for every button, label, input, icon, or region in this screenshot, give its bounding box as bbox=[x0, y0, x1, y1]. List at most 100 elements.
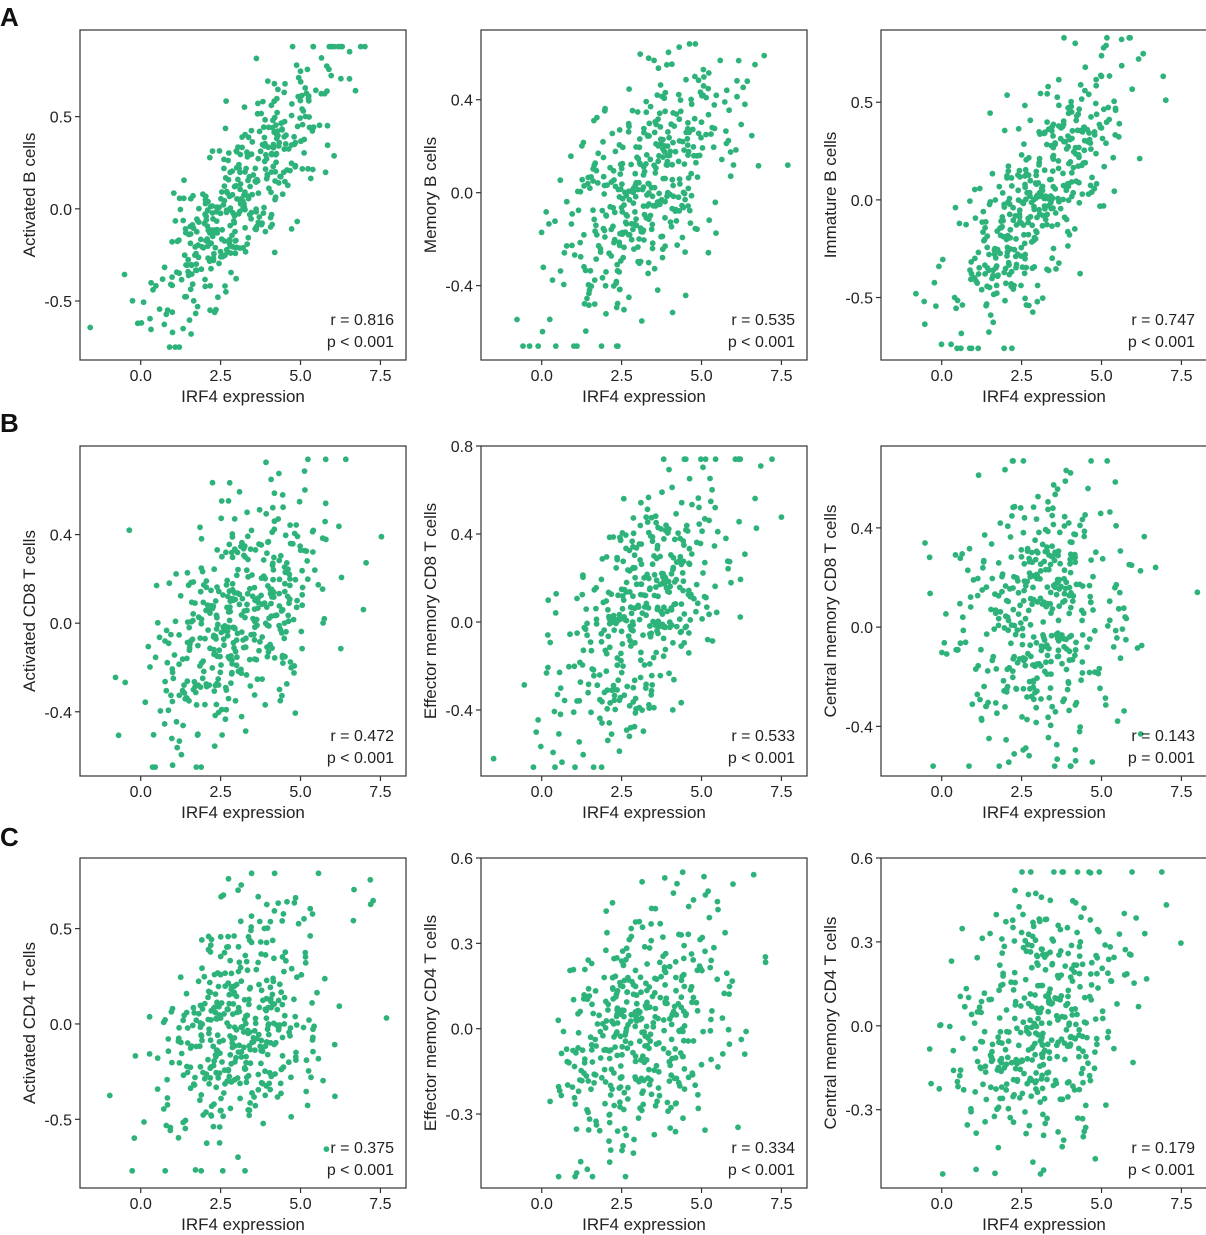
scatter-point bbox=[181, 690, 188, 696]
scatter-point bbox=[222, 252, 228, 259]
scatter-point bbox=[982, 1069, 989, 1075]
scatter-point bbox=[1106, 617, 1113, 624]
scatter-point bbox=[1075, 163, 1082, 170]
scatter-point bbox=[303, 90, 310, 97]
scatter-point bbox=[315, 581, 322, 588]
scatter-point bbox=[213, 204, 220, 211]
scatter-point bbox=[712, 456, 719, 463]
scatter-point bbox=[1076, 1026, 1083, 1033]
scatter-point bbox=[617, 1075, 624, 1081]
scatter-point bbox=[993, 911, 1000, 918]
scatter-point bbox=[306, 124, 313, 131]
scatter-point bbox=[1011, 751, 1018, 757]
scatter-point bbox=[712, 199, 719, 206]
scatter-point bbox=[629, 538, 636, 545]
scatter-point bbox=[1024, 694, 1030, 700]
scatter-point bbox=[252, 1020, 259, 1027]
scatter-point bbox=[278, 120, 285, 127]
scatter-point bbox=[164, 659, 171, 666]
scatter-point bbox=[1042, 526, 1049, 533]
scatter-point bbox=[639, 924, 646, 931]
scatter-point bbox=[662, 998, 669, 1005]
scatter-point bbox=[653, 584, 659, 590]
scatter-point bbox=[221, 642, 227, 649]
scatter-point bbox=[326, 43, 333, 50]
scatter-point bbox=[1027, 642, 1034, 649]
scatter-point bbox=[579, 143, 585, 149]
p-value: p < 0.001 bbox=[327, 750, 394, 767]
y-tick-label: 0.6 bbox=[451, 851, 473, 868]
scatter-point bbox=[665, 129, 671, 135]
scatter-point bbox=[726, 107, 732, 114]
scatter-point bbox=[585, 985, 592, 992]
scatter-point bbox=[287, 522, 293, 528]
y-tick-label: 0.4 bbox=[50, 528, 72, 545]
scatter-point bbox=[693, 159, 699, 166]
scatter-point bbox=[1062, 963, 1069, 969]
scatter-point bbox=[709, 1008, 715, 1014]
x-tick-label: 5.0 bbox=[289, 784, 311, 801]
scatter-point bbox=[983, 584, 990, 590]
scatter-point bbox=[1021, 578, 1028, 584]
scatter-point bbox=[172, 344, 179, 350]
scatter-point bbox=[657, 920, 664, 927]
y-axis-label: Immature B cells bbox=[821, 132, 840, 259]
scatter-point bbox=[575, 1010, 581, 1017]
scatter-point bbox=[597, 1055, 604, 1061]
scatter-point bbox=[248, 913, 255, 919]
scatter-point bbox=[973, 1130, 980, 1136]
scatter-point bbox=[220, 592, 226, 598]
scatter-point bbox=[1077, 983, 1083, 990]
scatter-point bbox=[255, 190, 262, 197]
scatter-point bbox=[218, 1107, 224, 1114]
scatter-point bbox=[978, 646, 984, 653]
scatter-point bbox=[686, 475, 693, 482]
scatter-point bbox=[311, 567, 318, 573]
scatter-point bbox=[350, 917, 357, 924]
scatter-point bbox=[987, 930, 993, 937]
scatter-point bbox=[1050, 245, 1057, 252]
scatter-point bbox=[636, 918, 643, 925]
scatter-point bbox=[250, 1034, 257, 1041]
y-tick-label: -0.4 bbox=[445, 279, 473, 296]
scatter-point bbox=[626, 936, 633, 943]
scatter-point bbox=[557, 711, 564, 718]
scatter-point bbox=[1051, 869, 1057, 875]
scatter-point bbox=[612, 706, 619, 713]
scatter-point bbox=[642, 685, 649, 691]
scatter-point bbox=[983, 703, 990, 710]
scatter-point bbox=[169, 1005, 176, 1012]
scatter-point bbox=[226, 588, 233, 595]
scatter-point bbox=[331, 1041, 338, 1048]
scatter-point bbox=[227, 1051, 234, 1058]
scatter-point bbox=[587, 639, 594, 645]
scatter-point bbox=[615, 343, 621, 349]
scatter-point bbox=[299, 567, 305, 574]
scatter-point bbox=[232, 228, 238, 235]
scatter-point bbox=[1090, 607, 1096, 613]
scatter-point bbox=[180, 325, 187, 332]
scatter-point bbox=[650, 202, 657, 209]
scatter-point bbox=[1053, 266, 1059, 272]
scatter-point bbox=[637, 1105, 643, 1112]
scatter-point bbox=[1019, 1057, 1025, 1063]
scatter-point bbox=[307, 905, 314, 912]
scatter-point bbox=[959, 614, 966, 621]
x-tick-label: 0.0 bbox=[130, 784, 152, 801]
scatter-point bbox=[217, 971, 224, 978]
scatter-point bbox=[654, 287, 661, 293]
scatter-point bbox=[1065, 987, 1072, 994]
scatter-point bbox=[1058, 1036, 1065, 1042]
scatter-point bbox=[614, 662, 621, 669]
scatter-point bbox=[1093, 76, 1099, 83]
y-axis-label: Activated CD4 T cells bbox=[20, 942, 39, 1104]
scatter-point bbox=[1138, 642, 1145, 649]
scatter-point bbox=[1048, 1037, 1055, 1043]
scatter-point bbox=[1010, 924, 1016, 931]
y-tick-label: 0.0 bbox=[851, 193, 873, 210]
scatter-point bbox=[589, 1001, 595, 1008]
scatter-point bbox=[701, 873, 707, 880]
scatter-point bbox=[957, 1067, 964, 1073]
p-value: p < 0.001 bbox=[728, 750, 795, 767]
scatter-point bbox=[212, 712, 219, 719]
